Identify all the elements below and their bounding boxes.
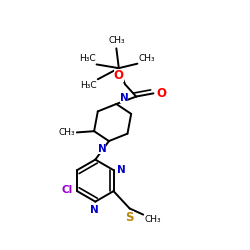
Text: CH₃: CH₃ xyxy=(144,215,161,224)
Text: CH₃: CH₃ xyxy=(59,128,76,137)
Text: CH₃: CH₃ xyxy=(138,54,155,63)
Text: N: N xyxy=(120,93,128,103)
Text: CH₃: CH₃ xyxy=(109,36,126,45)
Text: N: N xyxy=(90,204,98,214)
Text: H₃C: H₃C xyxy=(79,54,95,63)
Text: O: O xyxy=(156,87,166,100)
Text: Cl: Cl xyxy=(62,185,73,195)
Text: H₃C: H₃C xyxy=(80,80,96,90)
Text: N: N xyxy=(117,165,126,175)
Text: S: S xyxy=(125,211,134,224)
Text: N: N xyxy=(98,144,106,154)
Text: O: O xyxy=(114,69,124,82)
